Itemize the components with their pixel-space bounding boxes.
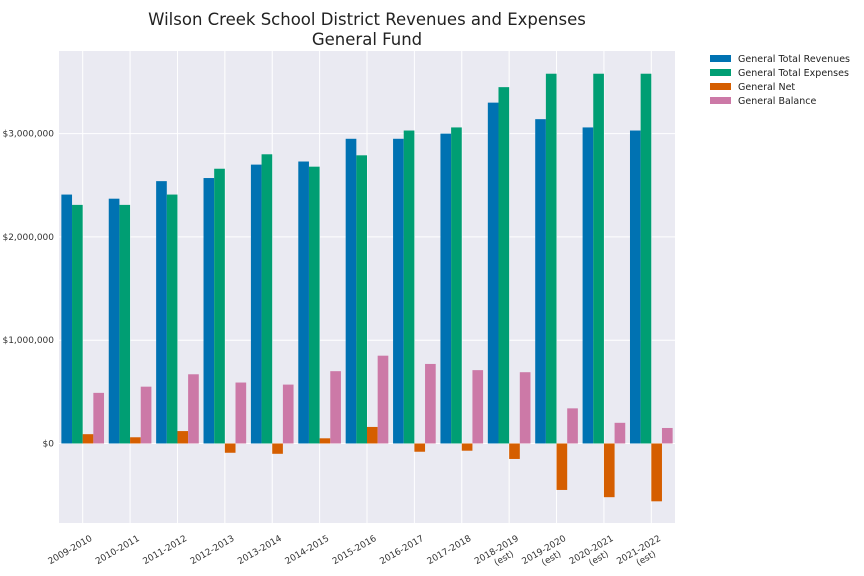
bar-general-net [319,438,331,444]
bar-general-total-revenues [393,138,404,444]
y-tick-label: $2,000,000 [2,233,54,243]
x-tick-label: 2020-2021(est) [568,534,621,576]
bar-general-total-revenues [203,178,215,444]
y-tick-label: $3,000,000 [2,130,54,140]
bar-general-total-revenues [345,138,357,444]
bar-general-balance [235,382,247,444]
bar-general-total-revenues [487,102,499,444]
legend: General Total Revenues General Total Expe… [710,54,850,107]
bar-general-net [509,443,520,459]
chart-title-line: General Fund [312,30,422,49]
bars [61,73,673,502]
x-tick-label-line: 2014-2015 [284,534,331,567]
bar-general-net [82,434,94,444]
bar-general-net [603,443,615,498]
bar-general-total-expenses [119,204,131,444]
bar-general-balance [282,384,294,444]
bar-general-balance [519,372,531,444]
bar-general-total-revenues [535,119,546,444]
bar-general-total-expenses [640,73,652,444]
bar-general-total-expenses [166,194,178,444]
x-tick-label: 2011-2012 [141,534,188,567]
x-tick-label-line: 2015-2016 [331,534,379,567]
bar-general-balance [661,427,673,444]
legend-swatch [710,83,731,90]
bar-general-total-revenues [298,161,309,444]
bar-general-total-revenues [440,133,452,444]
bar-general-net [177,431,189,444]
x-tick-label-line: 2016-2017 [378,534,425,567]
legend-swatch [710,55,731,62]
bar-general-total-revenues [61,194,73,444]
x-tick-label-line: 2009-2010 [47,534,95,567]
x-tick-label: 2017-2018 [426,534,474,567]
x-tick-label: 2018-2019(est) [473,534,526,576]
x-tick-label: 2014-2015 [284,534,331,567]
legend-swatch [710,97,731,104]
bar-general-net [651,443,662,502]
y-tick-label: $1,000,000 [2,336,54,346]
x-tick-label: 2019-2020(est) [521,534,574,576]
bar-general-total-revenues [156,181,167,444]
chart-title: Wilson Creek School District Revenues an… [148,10,586,49]
x-tick-label: 2012-2013 [189,534,236,567]
bar-general-balance [188,374,199,444]
bar-general-net [130,437,141,444]
legend-swatch [710,69,731,76]
bar-general-balance [472,370,484,444]
bar-general-total-revenues [629,130,641,444]
legend-label: General Total Revenues [738,54,850,65]
x-axis: 2009-2010 2010-2011 2011-2012 2012-2013 2013… [47,534,668,576]
x-tick-label-line: 2010-2011 [94,534,141,567]
bar-general-net [556,443,568,490]
bar-general-net [224,443,236,453]
x-tick-label: 2010-2011 [94,534,141,567]
bar-general-total-expenses [593,73,604,444]
legend-label: General Total Expenses [738,68,849,79]
bar-general-total-expenses [214,168,225,444]
x-tick-label-line: 2011-2012 [141,534,188,567]
bar-general-net [414,443,426,452]
chart-title-line: Wilson Creek School District Revenues an… [148,10,586,29]
bar-general-balance [377,355,389,444]
bar-general-total-expenses [498,87,510,444]
y-tick-label: $0 [43,439,55,449]
bar-general-total-revenues [108,198,120,444]
bar-general-total-expenses [72,204,83,444]
bar-general-balance [140,386,152,444]
bar-general-total-expenses [403,130,415,444]
y-axis: $0 $1,000,000 $2,000,000 $3,000,000 [2,130,54,450]
x-tick-label: 2016-2017 [378,534,425,567]
bar-general-total-expenses [545,73,557,444]
legend-label: General Balance [738,96,817,107]
bar-general-total-expenses [261,154,273,444]
x-tick-label-line: 2017-2018 [426,534,474,567]
x-tick-label: 2013-2014 [236,534,284,567]
x-tick-label-line: 2012-2013 [189,534,236,567]
bar-general-total-expenses [308,166,320,444]
bar-general-total-expenses [451,127,462,444]
x-tick-label-line: 2013-2014 [236,534,284,567]
bar-general-balance [330,371,341,444]
bar-general-balance [614,422,626,444]
bar-general-balance [567,408,578,444]
legend-label: General Net [738,82,795,93]
bar-general-total-revenues [582,127,594,444]
bar-general-net [367,426,378,444]
bar-general-balance [93,392,105,444]
x-tick-label: 2015-2016 [331,534,379,567]
bar-general-balance [425,363,436,444]
bar-general-net [272,443,283,454]
x-tick-label: 2021-2022(est) [615,534,668,576]
bar-general-total-revenues [250,164,262,444]
bar-general-net [461,443,473,451]
bar-general-total-expenses [356,155,367,444]
x-tick-label: 2009-2010 [47,534,95,567]
